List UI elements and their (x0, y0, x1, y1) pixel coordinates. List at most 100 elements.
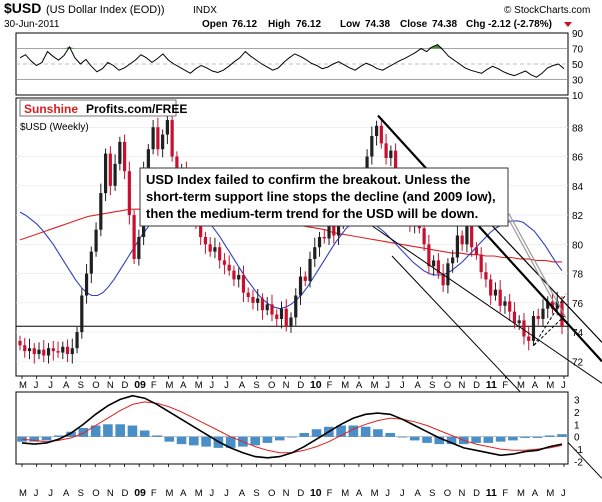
price-tick-label: 78 (572, 270, 584, 281)
candle-body (546, 301, 550, 309)
x-tick-label: A (63, 488, 70, 499)
candle-body (536, 316, 540, 319)
candle-body (332, 225, 336, 236)
x-tick-label: F (327, 488, 333, 499)
annotation-pointer-1 (507, 217, 557, 307)
x-tick-label: N (107, 380, 114, 391)
candle-body (531, 316, 536, 341)
x-tick-label: D (297, 488, 304, 499)
x-tick-label: N (107, 488, 114, 499)
low-value: 74.38 (365, 19, 390, 30)
macd-histogram-bar (274, 436, 285, 441)
candle-body (146, 149, 150, 172)
symbol-name: (US Dollar Index (EOD)) (46, 4, 165, 16)
macd-histogram-bar (311, 429, 322, 437)
macd-tick-label: 1 (574, 420, 580, 431)
candle-body (275, 314, 279, 319)
candle-body (460, 235, 464, 245)
candle-body (270, 304, 274, 315)
macd-histogram-bar (189, 436, 199, 446)
price-tick-label: 76 (572, 299, 584, 310)
candle-body (422, 228, 426, 245)
macd-histogram-bar (508, 436, 518, 441)
candle-body (56, 351, 60, 353)
x-tick-label: O (268, 488, 275, 499)
x-tick-label: M (341, 488, 349, 499)
x-tick-label: J (385, 380, 390, 391)
macd-histogram-bar (103, 424, 113, 437)
x-tick-label: A (63, 380, 70, 391)
chg-label: Chg (466, 19, 485, 30)
x-tick-label: M (371, 488, 379, 499)
x-tick-label: A (180, 380, 187, 391)
x-tick-label: A (180, 488, 187, 499)
macd-histogram-bar (471, 436, 481, 443)
x-tick-label: N (283, 380, 290, 391)
macd-layer: -2 -10 12 3 (16, 394, 583, 469)
candle-body (84, 273, 89, 296)
macd-histogram-bar (139, 430, 150, 437)
x-tick-label: F (151, 488, 157, 499)
annotation-line-1: USD Index failed to confirm the breakout… (146, 172, 470, 187)
price-tick-label: 86 (572, 153, 584, 164)
candle-body (479, 254, 483, 273)
candle-body (18, 340, 22, 346)
candle-body (103, 153, 108, 194)
brand-logo-red: Sunshine (24, 102, 78, 116)
x-tick-label: M (341, 380, 349, 391)
macd-line (21, 394, 563, 459)
x-tick-label: D (473, 488, 480, 499)
price-tick-label: 74 (572, 328, 584, 339)
macd-histogram-bar (17, 436, 27, 442)
low-label: Low (340, 19, 360, 30)
x-tick-label: O (444, 488, 451, 499)
candle-body (279, 308, 284, 319)
macd-histogram-bar (176, 436, 187, 445)
candle-body (389, 150, 393, 158)
candle-body (75, 332, 79, 349)
annotation-line-2: short-term support line stops the declin… (146, 189, 496, 204)
candle-body (46, 348, 51, 356)
x-tick-label: D (122, 488, 129, 499)
candle-body (241, 275, 246, 293)
x-tick-label: J (48, 488, 53, 499)
x-tick-label: F (502, 380, 508, 391)
candle-body (199, 222, 203, 237)
candle-body (489, 279, 493, 296)
candle-body (170, 119, 174, 157)
candle-body (61, 346, 65, 353)
x-tick-label: M (546, 380, 554, 391)
candle-body (550, 301, 555, 309)
rsi-tick-label: 70 (572, 45, 584, 56)
candle-body (156, 127, 160, 150)
x-tick-label: A (239, 380, 246, 391)
x-tick-label: S (253, 380, 259, 391)
x-tick-label: S (429, 380, 435, 391)
x-tick-label: J (561, 488, 566, 499)
x-tick-label: S (429, 488, 435, 499)
candle-body (137, 237, 141, 259)
x-tick-label: A (415, 488, 422, 499)
symbol-title: $USD (4, 0, 41, 16)
candle-body (222, 260, 227, 265)
candle-body (493, 289, 498, 296)
macd-tick-label: 0 (574, 433, 580, 444)
candle-body (298, 276, 303, 296)
candle-body (151, 127, 155, 150)
price-panel-label: $USD (Weekly) (20, 122, 89, 133)
chg-down-arrow-icon (564, 22, 572, 27)
rsi-tick-label: 10 (572, 91, 584, 102)
macd-histogram-bar (373, 429, 383, 437)
x-tick-label: J (48, 380, 53, 391)
candle-body (294, 295, 298, 318)
x-tick-label: N (458, 488, 465, 499)
price-x-axis: M J J A S O N D 09 F M A M J J A S O N D 10 F M A M J J A S O N D 11 F M A M… (19, 376, 566, 391)
macd-tick-label: -2 (574, 458, 583, 469)
x-tick-label: F (327, 380, 333, 391)
candle-body (470, 225, 474, 248)
x-tick-label: M (517, 488, 525, 499)
candle-body (317, 237, 322, 248)
candle-body (446, 263, 450, 286)
candle-body (32, 348, 36, 355)
